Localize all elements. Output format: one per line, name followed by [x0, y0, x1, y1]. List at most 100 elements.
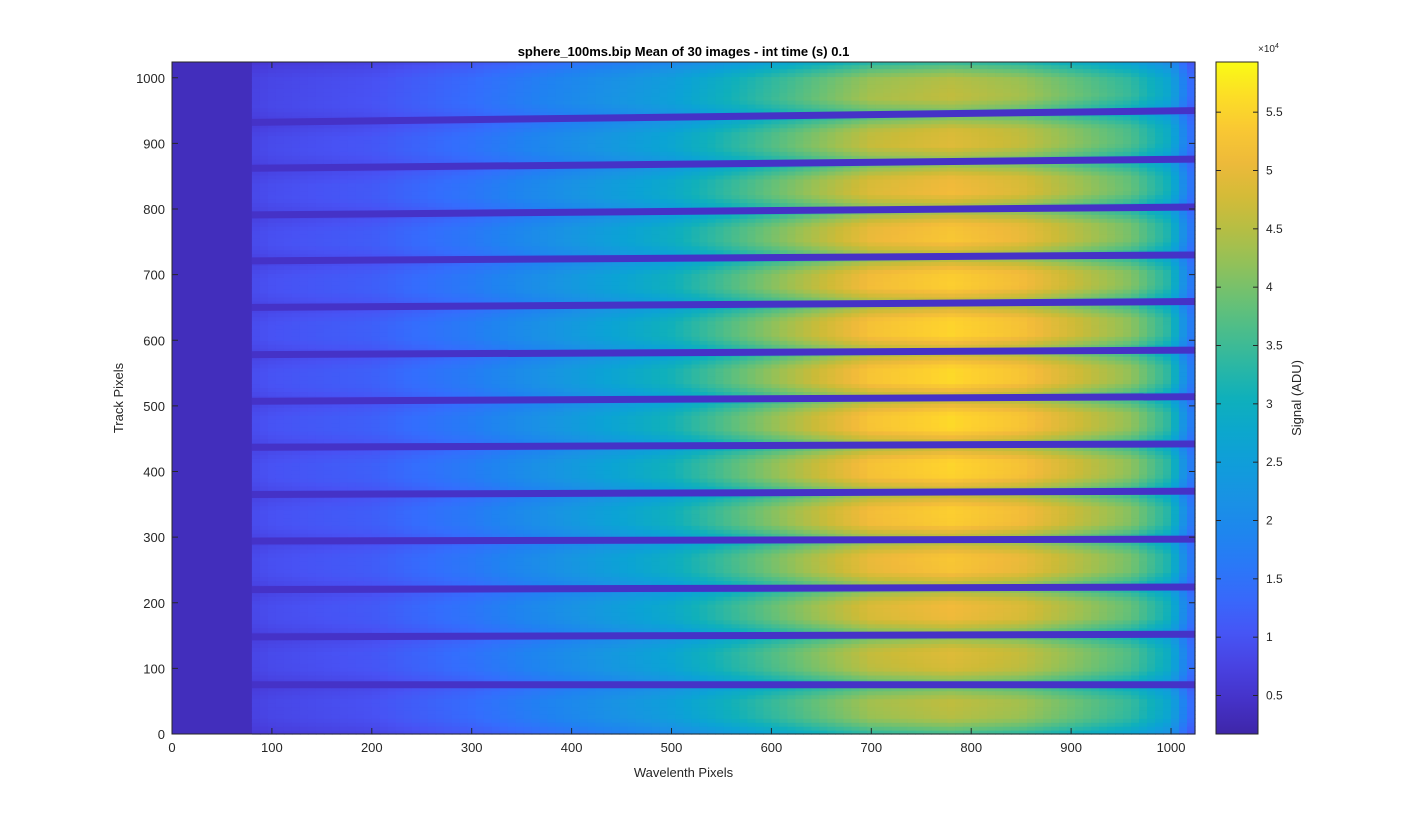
heatmap-cell [307, 131, 317, 137]
heatmap-cell [283, 383, 293, 389]
heatmap-cell [307, 568, 317, 574]
heatmap-cell [283, 202, 293, 207]
heatmap-cell [379, 100, 389, 105]
heatmap-cell [283, 359, 293, 365]
heatmap-cell [459, 560, 469, 566]
heatmap-cell [339, 328, 349, 333]
heatmap-cell [323, 233, 333, 239]
heatmap-cell [427, 344, 437, 349]
heatmap-cell [267, 615, 277, 621]
heatmap-cell [475, 694, 485, 700]
heatmap-cell [331, 572, 341, 578]
heatmap-cell [451, 623, 461, 629]
heatmap-cell [467, 222, 477, 227]
heatmap-cell [315, 387, 325, 393]
heatmap-cell [267, 430, 277, 436]
heatmap-cell [331, 604, 341, 609]
heatmap-cell [339, 363, 349, 369]
heatmap-cell [275, 419, 285, 424]
heatmap-cell [451, 96, 461, 101]
heatmap-cell [355, 356, 365, 361]
heatmap-cell [443, 170, 453, 176]
heatmap-cell [355, 88, 365, 93]
heatmap-cell [267, 529, 277, 534]
heatmap-cell [347, 458, 357, 463]
heatmap-cell [275, 407, 285, 412]
heatmap-cell [395, 726, 405, 731]
heatmap-cell [275, 690, 285, 696]
heatmap-cell [475, 62, 485, 66]
heatmap-cell [443, 627, 453, 633]
heatmap-cell [291, 678, 301, 684]
heatmap-cell [371, 513, 381, 519]
heatmap-cell [331, 521, 341, 526]
heatmap-cell [291, 76, 301, 81]
heatmap-cell [475, 96, 485, 101]
heatmap-cell [323, 151, 333, 156]
heatmap-cell [475, 458, 485, 463]
heatmap-cell [459, 123, 469, 129]
heatmap-cell [347, 88, 357, 93]
heatmap-cell [355, 643, 365, 648]
heatmap-cell [251, 190, 261, 196]
heatmap-cell [339, 206, 349, 211]
heatmap-cell [291, 407, 301, 412]
heatmap-cell [411, 96, 421, 101]
heatmap-cell [451, 206, 461, 211]
heatmap-cell [467, 572, 477, 578]
heatmap-cell [371, 430, 381, 436]
heatmap-cell [323, 513, 333, 519]
heatmap-cell [251, 659, 261, 664]
heatmap-cell [315, 336, 325, 341]
heatmap-cell [435, 277, 445, 282]
heatmap-cell [355, 505, 365, 511]
heatmap-cell [403, 316, 413, 322]
heatmap-cell [339, 548, 349, 554]
heatmap-cell [347, 170, 357, 176]
heatmap-cell [291, 296, 301, 302]
heatmap-cell [395, 600, 405, 605]
heatmap-cell [371, 218, 381, 223]
heatmap-cell [291, 289, 301, 294]
heatmap-cell [451, 340, 461, 345]
heatmap-cell [291, 513, 301, 519]
heatmap-cell [323, 147, 333, 152]
heatmap-cell [451, 434, 461, 440]
heatmap-cell [291, 336, 301, 341]
heatmap-cell [339, 190, 349, 196]
heatmap-cell [283, 434, 293, 440]
heatmap-cell [275, 107, 285, 113]
heatmap-cell [331, 422, 341, 428]
heatmap-cell [435, 407, 445, 412]
heatmap-cell [379, 698, 389, 704]
heatmap-cell [435, 501, 445, 507]
heatmap-cell [307, 289, 317, 294]
heatmap-cell [283, 509, 293, 515]
heatmap-cell [363, 533, 373, 538]
heatmap-cell [419, 72, 429, 78]
heatmap-cell [443, 155, 453, 160]
heatmap-cell [315, 663, 325, 668]
heatmap-cell [355, 391, 365, 396]
heatmap-cell [419, 151, 429, 156]
heatmap-cell [419, 568, 429, 574]
heatmap-cell [387, 285, 397, 290]
heatmap-cell [299, 686, 309, 692]
heatmap-cell [459, 62, 469, 66]
heatmap-cell [475, 600, 485, 605]
heatmap-cell [379, 663, 389, 668]
heatmap-cell [395, 698, 405, 704]
heatmap-cell [291, 485, 301, 491]
heatmap-cell [475, 647, 485, 652]
heatmap-cell [291, 403, 301, 408]
heatmap-cell [435, 525, 445, 530]
heatmap-cell [467, 525, 477, 530]
heatmap-cell [451, 143, 461, 148]
heatmap-cell [283, 222, 293, 227]
heatmap-cell [347, 324, 357, 330]
heatmap-cell [443, 324, 453, 330]
heatmap-cell [435, 273, 445, 278]
heatmap-cell [347, 375, 357, 381]
heatmap-cell [403, 218, 413, 223]
heatmap-cell [411, 710, 421, 715]
